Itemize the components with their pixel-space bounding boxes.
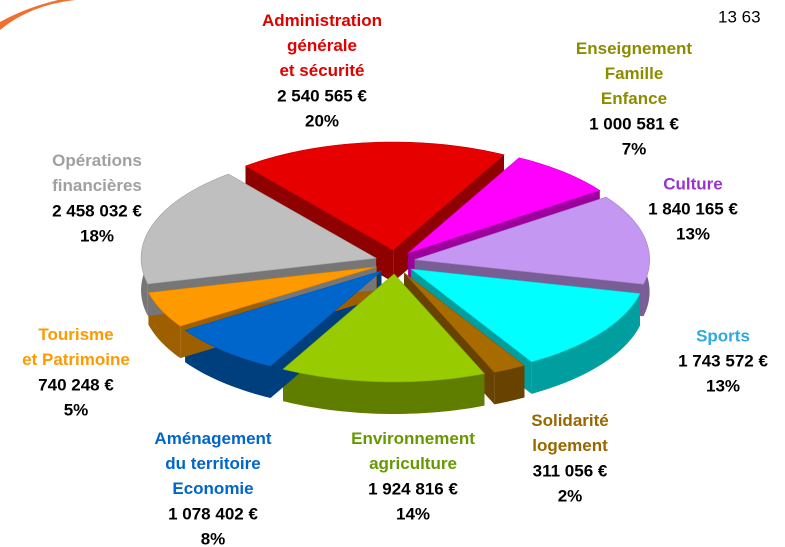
value-label: 1 840 165 € <box>648 199 738 218</box>
slice <box>140 173 377 285</box>
percent-label: 18% <box>80 226 114 245</box>
decoration <box>0 0 75 30</box>
value-label: 1 924 816 € <box>368 479 458 498</box>
value-label: 1 743 572 € <box>678 351 768 370</box>
slice-side <box>283 369 485 414</box>
percent-label: 20% <box>305 111 339 130</box>
category-label: Enseignement Famille Enfance <box>576 39 693 108</box>
category-label: Opérations financières <box>52 151 142 195</box>
percent-label: 7% <box>622 139 647 158</box>
value-label: 2 540 565 € <box>277 86 367 105</box>
slice-side <box>494 365 525 405</box>
slices <box>140 141 650 383</box>
slice <box>147 266 377 327</box>
slice <box>408 157 601 254</box>
percent-label: 13% <box>706 376 740 395</box>
value-label: 311 056 € <box>533 461 608 480</box>
category-label: Administration générale et sécurité <box>262 11 382 80</box>
value-label: 1 000 581 € <box>589 114 679 133</box>
percent-label: 2% <box>558 486 583 505</box>
percent-label: 13% <box>676 224 710 243</box>
slice <box>414 196 650 285</box>
category-label: Sports <box>696 326 750 345</box>
header: 13 63 <box>718 7 761 26</box>
slice <box>282 273 486 383</box>
slice-side <box>531 293 640 394</box>
slice <box>184 270 382 367</box>
category-label: Culture <box>663 174 723 193</box>
category-label: Tourisme et Patrimoine <box>22 325 130 369</box>
percent-label: 8% <box>201 529 226 547</box>
slice <box>403 272 526 373</box>
slice <box>410 268 641 363</box>
category-label: Environnement agriculture <box>351 429 475 473</box>
value-label: 740 248 € <box>38 375 114 394</box>
category-label: Solidarité logement <box>531 411 608 455</box>
value-label: 1 078 402 € <box>168 504 258 523</box>
category-label: Aménagement du territoire Economie <box>154 429 271 498</box>
slice <box>244 141 505 251</box>
percent-label: 5% <box>64 400 89 419</box>
percent-label: 14% <box>396 504 430 523</box>
value-label: 2 458 032 € <box>52 201 142 220</box>
